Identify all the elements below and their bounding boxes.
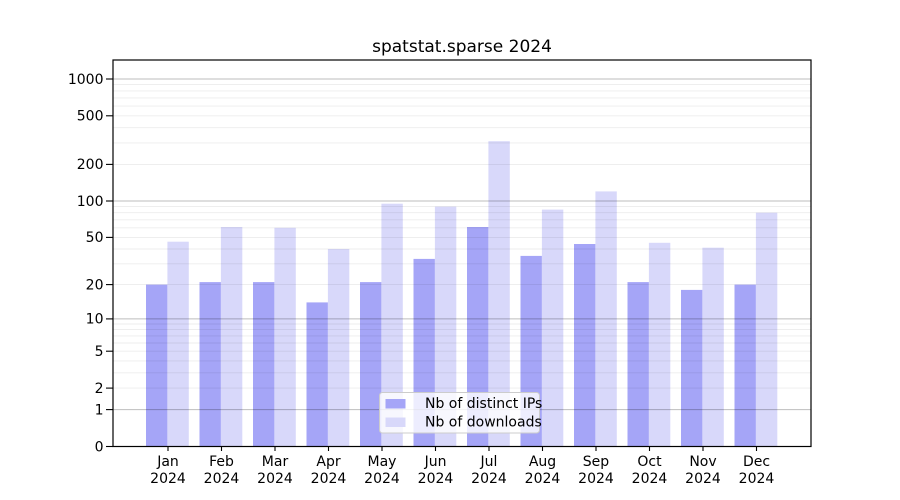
bar-distinct-ips-mar [253,282,275,447]
y-axis-tick-label: 50 [86,230,104,246]
x-axis-tick-label-month: Mar [262,454,289,470]
x-axis-tick-label-year: 2024 [685,471,721,487]
bar-downloads-nov [702,247,724,447]
bar-downloads-jun [434,206,457,447]
bar-downloads-mar [274,227,296,447]
x-axis-tick-label-year: 2024 [150,471,186,487]
y-axis-tick-label: 2 [95,381,104,397]
x-axis-tick-label-month: Oct [637,454,662,470]
bar-downloads-jan [167,241,189,447]
y-axis-tick-label: 1 [95,402,104,418]
bars-layer [146,141,778,447]
bar-downloads-oct [648,242,671,447]
y-axis-tick-label: 5 [95,344,104,360]
legend-swatch-distinct-ips [385,399,406,409]
tick-labels-layer: 01251020501002005001000Jan2024Feb2024Mar… [68,72,775,487]
bar-downloads-feb [220,227,243,447]
legend-swatch-downloads [385,417,406,427]
bar-distinct-ips-jan [146,284,168,447]
x-axis-tick-label-year: 2024 [418,471,454,487]
x-axis-tick-label-year: 2024 [739,471,775,487]
bar-downloads-aug [541,209,564,447]
x-axis-tick-label-year: 2024 [257,471,293,487]
bar-distinct-ips-oct [627,282,649,447]
x-axis-tick-label-month: Jun [424,454,447,470]
x-axis-tick-label-month: Dec [743,454,770,470]
x-axis-tick-label-year: 2024 [364,471,400,487]
y-axis-tick-label: 0 [95,439,104,455]
y-axis-tick-label: 20 [86,277,104,293]
y-axis-tick-label: 10 [86,312,104,328]
legend-label-distinct-ips: Nb of distinct IPs [425,396,542,412]
x-axis-tick-label-month: Apr [316,454,340,470]
x-axis-tick-label-month: Jan [156,454,179,470]
bar-downloads-apr [327,249,350,447]
bar-downloads-dec [755,212,778,447]
x-axis-tick-label-year: 2024 [578,471,614,487]
bar-distinct-ips-dec [734,284,756,447]
x-axis-tick-label-month: Nov [689,454,716,470]
plot-border [112,59,812,448]
x-axis-tick-label-month: Sep [583,454,610,470]
legend: Nb of distinct IPs Nb of downloads [379,392,542,434]
x-axis-tick-label-year: 2024 [311,471,347,487]
bar-distinct-ips-may [360,282,382,447]
legend-box [379,392,540,434]
bar-distinct-ips-jul [467,227,489,447]
x-axis-tick-label-year: 2024 [204,471,240,487]
legend-label-downloads: Nb of downloads [425,415,542,431]
y-axis-tick-label: 200 [77,157,104,173]
x-axis-tick-label-year: 2024 [632,471,668,487]
bar-distinct-ips-apr [306,302,328,447]
bar-downloads-sep [595,191,617,447]
x-axis-tick-label-month: May [368,454,397,470]
bar-downloads-jul [488,141,510,447]
axes-layer [106,59,812,451]
bar-distinct-ips-nov [681,289,703,447]
bar-downloads-may [381,203,403,447]
chart-title: spatstat.sparse 2024 [372,37,552,57]
x-axis-tick-label-month: Feb [209,454,234,470]
y-axis-tick-label: 1000 [68,72,104,88]
x-axis-tick-label-month: Jul [480,454,498,470]
bar-distinct-ips-feb [199,282,221,447]
y-axis-tick-label: 100 [77,194,104,210]
x-axis-tick-label-year: 2024 [471,471,507,487]
bar-distinct-ips-sep [574,244,596,447]
y-axis-tick-label: 500 [77,109,104,125]
x-axis-tick-label-month: Aug [529,454,556,470]
grid-layer [113,78,811,411]
x-axis-tick-label-year: 2024 [525,471,561,487]
